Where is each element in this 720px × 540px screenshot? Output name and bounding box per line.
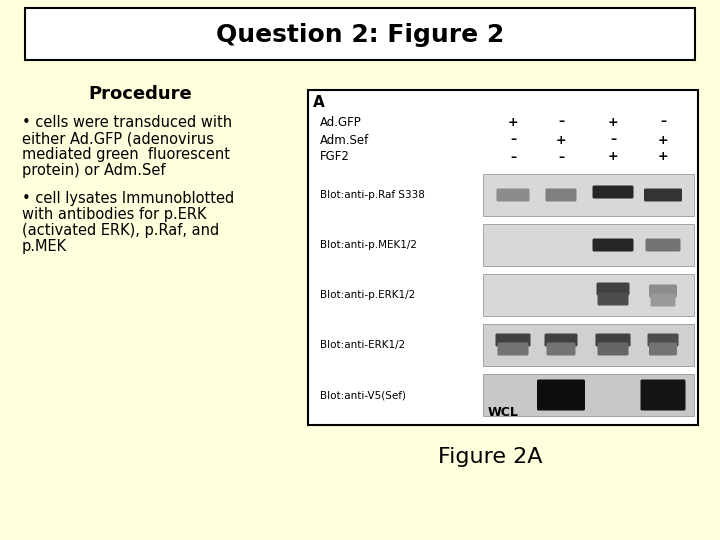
Text: Blot:anti-V5(Sef): Blot:anti-V5(Sef) [320,390,406,400]
Text: Blot:anti-p.ERK1/2: Blot:anti-p.ERK1/2 [320,290,415,300]
Text: protein) or Adm.Sef: protein) or Adm.Sef [22,163,166,178]
Text: –: – [610,133,616,146]
Bar [483,174,694,216]
Text: • cells were transduced with: • cells were transduced with [22,115,232,130]
Text: • cell lysates Immunoblotted: • cell lysates Immunoblotted [22,191,234,206]
FancyBboxPatch shape [593,186,634,199]
Text: +: + [657,151,668,164]
Text: +: + [608,151,618,164]
FancyBboxPatch shape [595,334,631,347]
FancyBboxPatch shape [498,342,528,355]
FancyBboxPatch shape [649,342,677,355]
Bar [483,274,694,316]
Bar [483,324,694,366]
FancyBboxPatch shape [649,285,677,298]
FancyBboxPatch shape [647,334,678,347]
Text: Procedure: Procedure [88,85,192,103]
Text: Blot:anti-p.Raf S338: Blot:anti-p.Raf S338 [320,190,425,200]
Text: Blot:anti-p.MEK1/2: Blot:anti-p.MEK1/2 [320,240,417,250]
Text: –: – [558,151,564,164]
Text: +: + [657,133,668,146]
FancyBboxPatch shape [596,282,629,295]
Text: either Ad.GFP (adenovirus: either Ad.GFP (adenovirus [22,131,214,146]
FancyBboxPatch shape [646,239,680,252]
FancyBboxPatch shape [497,188,529,201]
Text: p.MEK: p.MEK [22,239,67,254]
Text: –: – [558,116,564,129]
FancyBboxPatch shape [544,334,577,347]
FancyBboxPatch shape [546,188,577,201]
Text: +: + [508,116,518,129]
Bar [483,374,694,416]
Text: –: – [660,116,666,129]
Text: FGF2: FGF2 [320,151,350,164]
FancyBboxPatch shape [598,293,629,306]
FancyBboxPatch shape [598,342,629,355]
Text: Adm.Sef: Adm.Sef [320,133,369,146]
Text: A: A [313,95,325,110]
Text: –: – [510,133,516,146]
FancyBboxPatch shape [650,294,675,307]
Bar [25,8,695,60]
FancyBboxPatch shape [546,342,575,355]
Bar [483,224,694,266]
Text: mediated green  fluorescent: mediated green fluorescent [22,147,230,162]
Bar [308,90,698,425]
Text: with antibodies for p.ERK: with antibodies for p.ERK [22,207,207,222]
Text: WCL: WCL [487,407,518,420]
FancyBboxPatch shape [644,188,682,201]
Text: –: – [510,151,516,164]
FancyBboxPatch shape [593,239,634,252]
FancyBboxPatch shape [641,380,685,410]
Text: Ad.GFP: Ad.GFP [320,116,361,129]
Text: Blot:anti-ERK1/2: Blot:anti-ERK1/2 [320,340,405,350]
FancyBboxPatch shape [495,334,531,347]
Text: Question 2: Figure 2: Question 2: Figure 2 [216,23,504,47]
Text: +: + [556,133,567,146]
Text: (activated ERK), p.Raf, and: (activated ERK), p.Raf, and [22,223,220,238]
FancyBboxPatch shape [537,380,585,410]
Text: Figure 2A: Figure 2A [438,447,542,467]
Text: +: + [608,116,618,129]
